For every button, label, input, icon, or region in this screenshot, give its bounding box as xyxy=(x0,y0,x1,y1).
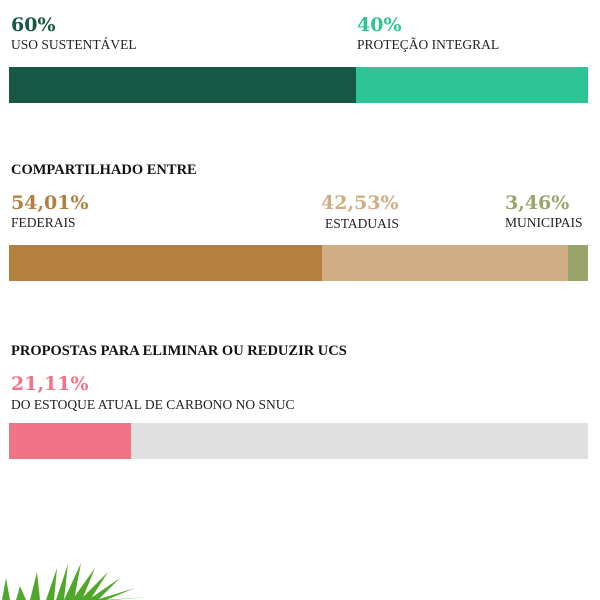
bar-segment-uso-sustentavel xyxy=(9,67,357,103)
bar-esferas xyxy=(9,245,588,281)
bar-segment-protecao-integral xyxy=(356,67,588,103)
palm-leaf-image xyxy=(2,563,148,600)
bar-carbono-track xyxy=(9,423,588,459)
municipais-percent: 3,46% xyxy=(505,192,570,214)
compartilhado-heading: COMPARTILHADO ENTRE xyxy=(11,162,197,178)
bar-segment-estaduais xyxy=(321,245,568,281)
propostas-heading: PROPOSTAS PARA ELIMINAR OU REDUZIR UCS xyxy=(11,343,347,359)
carbono-label: DO ESTOQUE ATUAL DE CARBONO NO SNUC xyxy=(11,397,295,412)
federais-percent: 54,01% xyxy=(11,192,89,214)
municipais-label: MUNICIPAIS xyxy=(505,215,583,230)
protecao-integral-percent: 40% xyxy=(357,14,402,36)
uso-sustentavel-label: USO SUSTENTÁVEL xyxy=(11,37,137,52)
uso-sustentavel-percent: 60% xyxy=(11,14,56,36)
carbono-percent: 21,11% xyxy=(11,373,89,395)
estaduais-percent: 42,53% xyxy=(321,192,399,214)
bar-segment-municipais xyxy=(567,245,588,281)
protecao-integral-label: PROTEÇÃO INTEGRAL xyxy=(357,37,500,52)
federais-label: FEDERAIS xyxy=(11,215,76,230)
bar-uso-protecao xyxy=(9,67,588,103)
bar-segment-federais xyxy=(9,245,322,281)
estaduais-label: ESTADUAIS xyxy=(325,216,399,231)
bar-carbono-fill xyxy=(9,423,132,459)
